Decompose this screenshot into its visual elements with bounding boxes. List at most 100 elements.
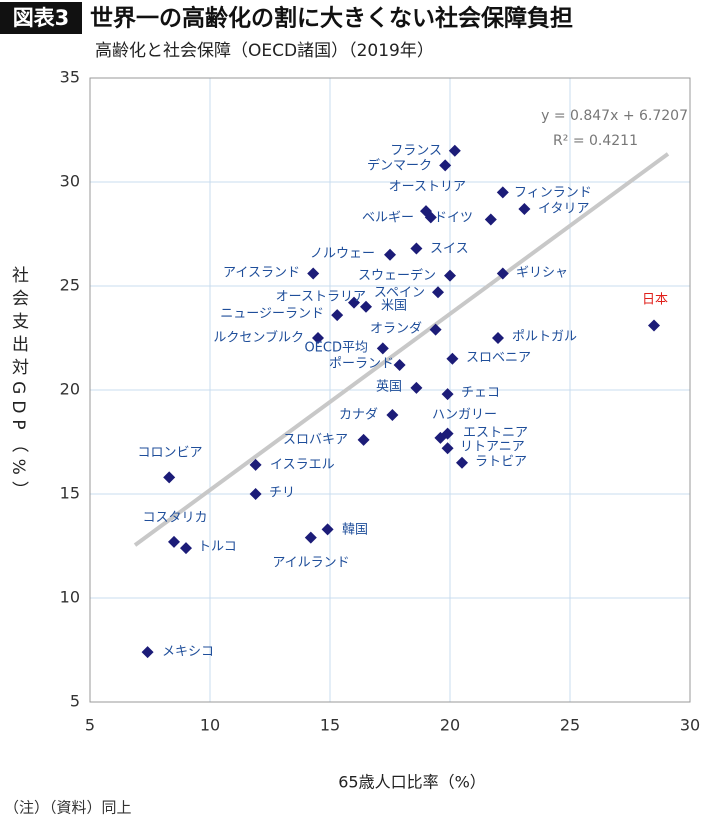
point [163,471,176,484]
point-label: トルコ [198,540,237,555]
point [439,159,452,172]
point-label: 英国 [376,380,402,395]
point [484,213,497,226]
point-label: OECD平均 [304,341,368,356]
trend-equation: y = 0.847x + 6.7207 [541,108,688,124]
point-label: アイスランド [223,266,300,281]
badge: 図表3 [13,6,70,30]
point [312,332,324,344]
point-label: コロンビア [137,446,202,461]
x-tick-label: 20 [440,716,460,735]
y-tick-label: 10 [60,588,80,607]
x-tick-label: 25 [560,716,580,735]
point [141,646,154,659]
point [410,242,423,255]
point [448,144,461,157]
point-label: スペイン [374,286,425,301]
point [360,300,372,313]
point [168,535,180,548]
y-tick-label: 30 [60,172,80,191]
point [386,408,399,421]
point [444,269,456,282]
point [648,319,660,332]
point-label: スロバキア [283,433,348,448]
point-label: スロベニア [466,351,531,366]
point [331,309,344,322]
point [410,381,423,394]
point-label: アイルランド [272,556,349,571]
point [518,203,531,216]
point-label: イタリア [538,202,589,217]
point-label: ドイツ [434,211,473,226]
point [307,267,320,280]
point-label: 韓国 [342,523,368,538]
point-label: デンマーク [367,158,432,174]
point-label: オーストラリア [276,290,366,305]
point [180,542,192,555]
point-label: イスラエル [270,458,335,473]
point [492,332,504,344]
point-label: ノルウェー [310,247,375,262]
point-label: ニュージーランド [220,307,324,322]
y-tick-label: 15 [60,484,80,503]
point [441,388,454,401]
point [432,286,444,299]
point-label: チリ [269,486,295,501]
point-label: スイス [430,242,469,257]
x-tick-label: 5 [85,716,95,735]
point-label: ポルトガル [512,330,577,345]
point [304,531,317,544]
chart-subtitle: 高齢化と社会保障（OECD諸国）（2019年） [95,41,434,61]
y-tick-label: 25 [60,276,80,295]
point-label: ベルギー [362,211,414,226]
point-label: メキシコ [162,645,214,660]
point-label: エストニア [463,426,528,441]
point-label: ラトビア [475,455,527,470]
point-label: ハンガリー [432,408,497,423]
point-label: フィンランド [514,186,592,201]
point [348,296,360,309]
y-tick-label: 20 [60,380,80,399]
point [321,523,334,536]
x-tick-label: 10 [200,716,220,735]
trend-r2: R² = 0.4211 [553,133,638,149]
point-label: 米国 [381,299,407,314]
point [496,267,509,280]
y-tick-label: 35 [60,68,80,87]
point-label: カナダ [339,408,378,423]
point [393,359,406,372]
point-label: ルクセンブルク [213,330,304,346]
y-tick-label: 5 [70,692,80,711]
point [376,342,389,355]
point [384,248,396,261]
point-label: オーストリア [389,180,466,195]
point [446,352,459,365]
point-label: ポーランド [329,357,394,372]
x-tick-label: 30 [680,716,700,735]
point-label: スウェーデン [358,268,436,284]
point-label: ギリシャ [516,266,568,281]
badge-box [0,2,82,34]
plot-border [89,77,691,703]
point [429,323,442,336]
point-label: フランス [390,144,442,159]
x-tick-label: 15 [320,716,340,735]
trendline [133,152,670,547]
point-label: 日本 [642,293,668,308]
point-label: チェコ [461,386,500,401]
point-label: オランダ [370,322,422,337]
point [434,431,447,444]
note: （注）（資料）同上 [4,799,132,817]
x-axis-label: 65歳人口比率（%） [338,773,486,792]
point [496,186,509,199]
chart-title: 世界一の高齢化の割に大きくない社会保障負担 [90,5,573,32]
point [357,433,370,446]
point-label: リトアニア [460,440,525,455]
point [249,488,262,500]
y-axis-label: 社会支出対GDP（%） [8,266,29,504]
point [249,458,262,471]
point [441,442,454,455]
point [424,211,437,224]
point [456,456,468,469]
